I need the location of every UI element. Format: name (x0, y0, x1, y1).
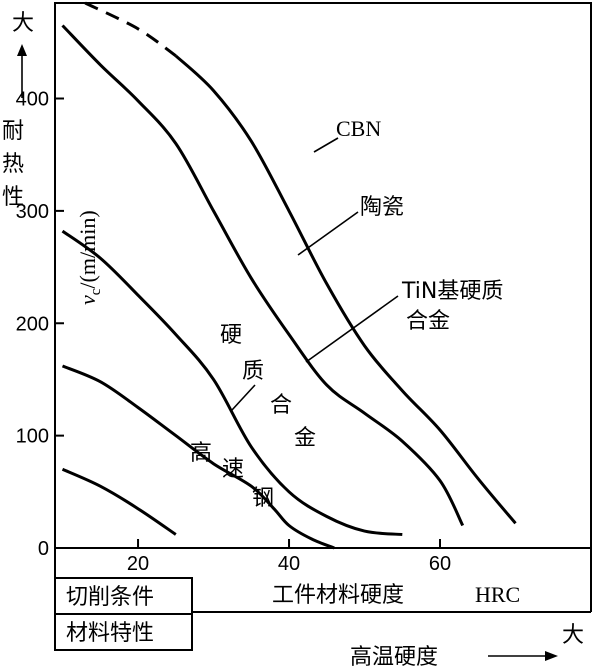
label-cbn: CBN (336, 116, 381, 141)
leader-cbn (313, 137, 339, 153)
left-axis-char-3: 性 (2, 185, 24, 210)
series-line-5 (61, 467, 177, 536)
x-axis-unit: HRC (475, 582, 520, 607)
label-carbide-4: 金 (294, 426, 316, 451)
series-curves (61, 1, 517, 550)
label-carbide-1: 硬 (220, 323, 242, 348)
series-line-4 (61, 364, 335, 550)
y-tick-label-3: 300 (16, 201, 49, 223)
bottom-arrow-head (545, 651, 558, 661)
series-cbn (174, 54, 517, 525)
label-carbide-2: 质 (242, 359, 264, 384)
bottom-arrow-end: 大 (562, 623, 584, 648)
left-arrow-head (17, 44, 27, 56)
series-cbn-dashed (84, 1, 177, 58)
label-tin-1: TiN基硬质 (401, 279, 503, 304)
x-tick-label-0: 20 (127, 553, 149, 575)
label-ceramic: 陶瓷 (360, 195, 404, 220)
leader-hss (231, 384, 256, 411)
plot-frame (54, 2, 592, 549)
left-axis-char-1: 耐 (2, 119, 24, 144)
x-axis-label: 工件材料硬度 (272, 583, 404, 608)
table-row-1: 切削条件 (66, 585, 154, 610)
label-carbide-3: 合 (270, 393, 292, 418)
left-arrow-label: 大 (12, 11, 34, 36)
series-line-3 (61, 229, 403, 536)
leader-ceramic (297, 211, 359, 256)
y-axis-label-unit: /(m/min) (75, 210, 100, 288)
left-axis-char-2: 热 (2, 152, 24, 177)
y-axis-label-sub: c (88, 288, 104, 295)
label-hss-1: 高 (190, 441, 212, 466)
axis-ticks: 0 100 200 300 400 20 40 60 (16, 89, 452, 575)
y-axis-label: vc/(m/min) (75, 210, 104, 305)
label-hss-2: 速 (222, 457, 244, 482)
series-line-1 (61, 24, 465, 527)
leader-tin (305, 295, 399, 363)
y-tick-label-0: 0 (38, 538, 49, 560)
y-tick-label-2: 200 (16, 313, 49, 335)
label-tin-2: 合金 (406, 309, 450, 334)
y-axis-label-v: v (75, 295, 100, 305)
x-tick-label-1: 40 (278, 553, 300, 575)
y-tick-label-1: 100 (16, 426, 49, 448)
x-tick-label-2: 60 (429, 553, 451, 575)
bottom-arrow-label: 高温硬度 (350, 645, 438, 670)
y-tick-label-4: 400 (16, 89, 49, 111)
table-row-2: 材料特性 (66, 621, 154, 646)
label-hss-3: 钢 (252, 486, 274, 511)
table-row-2-box (54, 613, 193, 651)
